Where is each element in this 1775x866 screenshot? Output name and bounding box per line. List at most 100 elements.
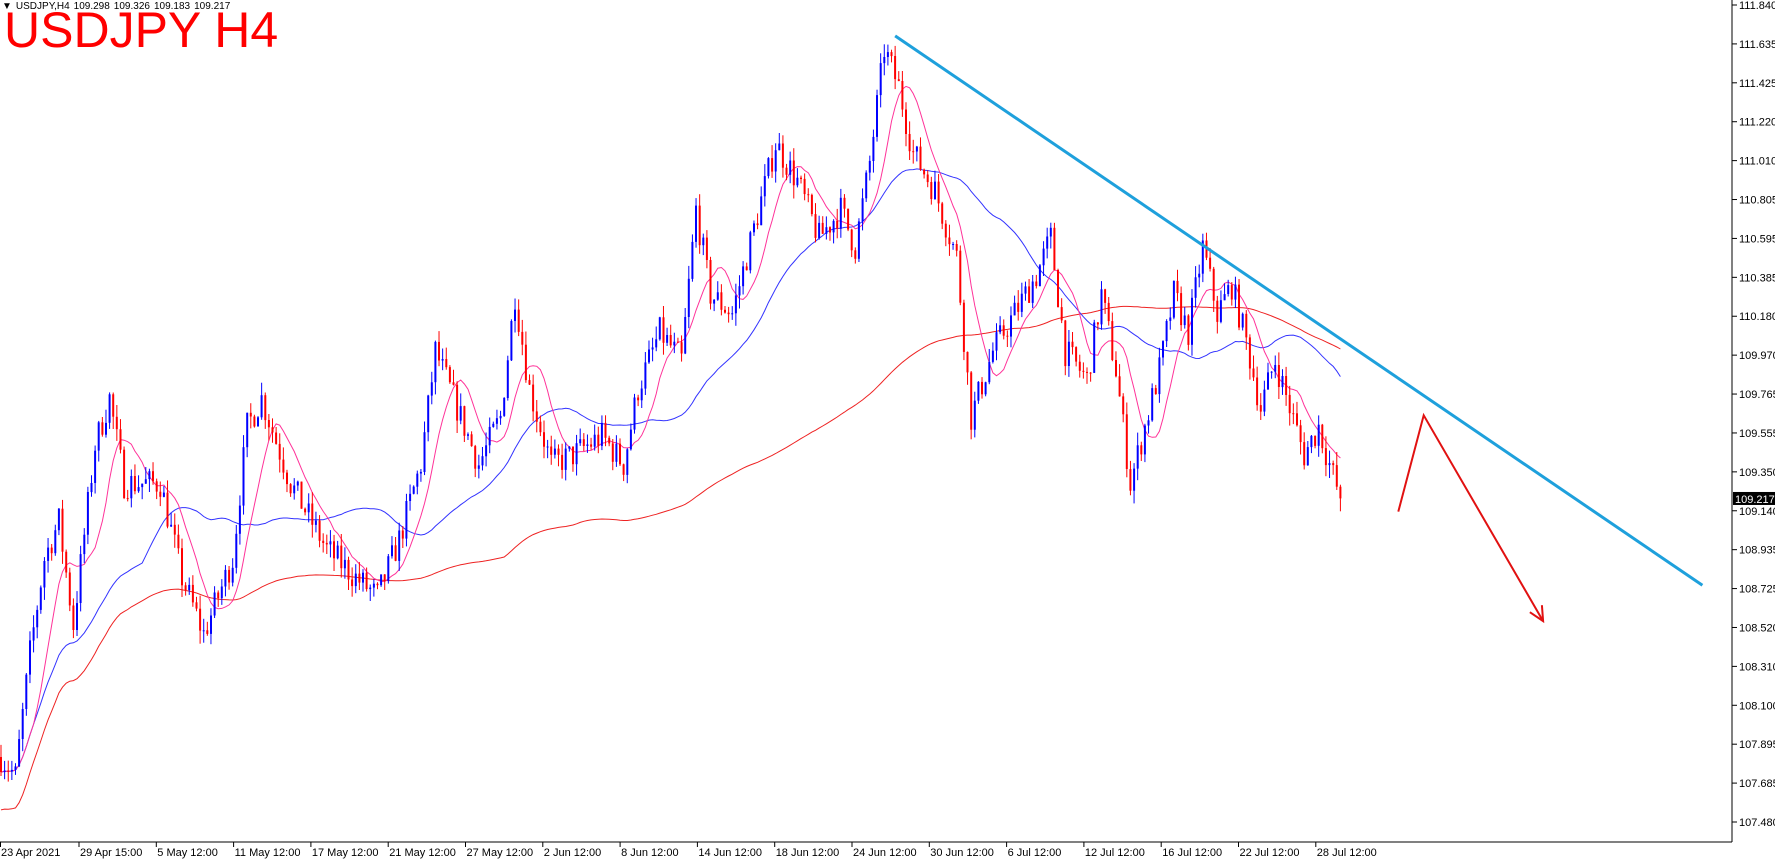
candle-body [832, 220, 835, 233]
candle [289, 483, 292, 497]
candle-body [738, 286, 741, 296]
candle [351, 567, 354, 597]
candle-body [278, 443, 281, 460]
candle-body [434, 341, 437, 383]
candle [423, 421, 426, 476]
candle [416, 470, 419, 495]
candle [231, 558, 234, 587]
candle [83, 528, 86, 564]
candle [170, 513, 173, 527]
price-tick-label: 109.555 [1739, 428, 1775, 440]
candle-body [742, 266, 745, 287]
candle [970, 371, 973, 440]
candle-body [1332, 463, 1335, 466]
candle-body [340, 545, 343, 569]
candle-body [590, 444, 593, 447]
candle [999, 316, 1002, 335]
candle [1169, 307, 1172, 330]
candle [897, 71, 900, 82]
candle [405, 493, 408, 547]
candle-body [886, 52, 889, 57]
candle-body [1230, 285, 1233, 300]
candle [535, 400, 538, 433]
candle [1125, 402, 1128, 478]
candle-body [1212, 268, 1215, 301]
candle-body [944, 223, 947, 238]
candle [1067, 330, 1070, 377]
candle-body [336, 545, 339, 559]
candle [702, 233, 705, 256]
candle [152, 462, 154, 485]
candle-body [1133, 468, 1136, 491]
candle [572, 446, 574, 472]
candle [470, 431, 473, 447]
candle-body [1245, 313, 1248, 338]
candle-body [626, 449, 629, 475]
candle-body [604, 422, 607, 438]
candle [325, 534, 328, 554]
candle-body [1292, 413, 1295, 415]
price-tick-label: 111.010 [1739, 156, 1775, 168]
candle [876, 89, 878, 142]
candle [144, 467, 147, 484]
candle-body [50, 547, 53, 554]
ma-fast-line [0, 85, 1341, 773]
candle-body [506, 360, 509, 398]
candle-body [915, 146, 918, 152]
ma-slow-line [0, 305, 1341, 811]
candle-body [1165, 321, 1168, 342]
candle-body [188, 584, 191, 591]
candle [524, 331, 527, 383]
candle [72, 598, 75, 639]
candle-body [821, 222, 824, 234]
time-tick-label: 17 May 12:00 [312, 847, 379, 859]
candle [459, 393, 462, 425]
candle-body [1111, 321, 1114, 360]
dropdown-triangle-icon[interactable]: ▼ [2, 1, 12, 12]
candle [456, 381, 459, 433]
candle [781, 135, 784, 178]
candle-body [228, 569, 231, 583]
candle [821, 216, 824, 234]
candle [1172, 280, 1175, 320]
candle [467, 432, 469, 440]
candle-body [1277, 365, 1280, 387]
candle-body [470, 434, 473, 447]
time-tick-label: 29 Apr 15:00 [80, 847, 142, 859]
candle [912, 139, 915, 164]
candle-body [1172, 280, 1175, 318]
candle-body [1201, 240, 1204, 274]
candle [1310, 435, 1313, 454]
candle [477, 454, 480, 479]
price-tick-label: 107.895 [1739, 739, 1775, 751]
candle-body [83, 534, 86, 555]
candle [1332, 460, 1335, 475]
candle-body [1310, 435, 1313, 448]
candle-body [1238, 284, 1240, 328]
candle-body [86, 492, 89, 535]
candle-body [807, 194, 810, 196]
candle-body [861, 198, 864, 222]
candle-body [557, 448, 560, 455]
candle-body [224, 569, 227, 587]
candle-body [1064, 320, 1067, 367]
candle [445, 347, 448, 370]
candle-body [564, 448, 567, 470]
candle [1292, 403, 1295, 425]
candle [166, 480, 169, 529]
candle-body [1096, 322, 1099, 325]
candle [666, 327, 669, 346]
candle [1194, 266, 1197, 308]
candle-body [238, 505, 241, 534]
candle-body [970, 372, 973, 430]
candle [651, 337, 654, 362]
candle [1100, 281, 1103, 330]
candle [441, 348, 444, 371]
candle [713, 299, 716, 312]
candle-body [325, 542, 328, 545]
candle [662, 306, 665, 355]
candle [644, 352, 647, 395]
